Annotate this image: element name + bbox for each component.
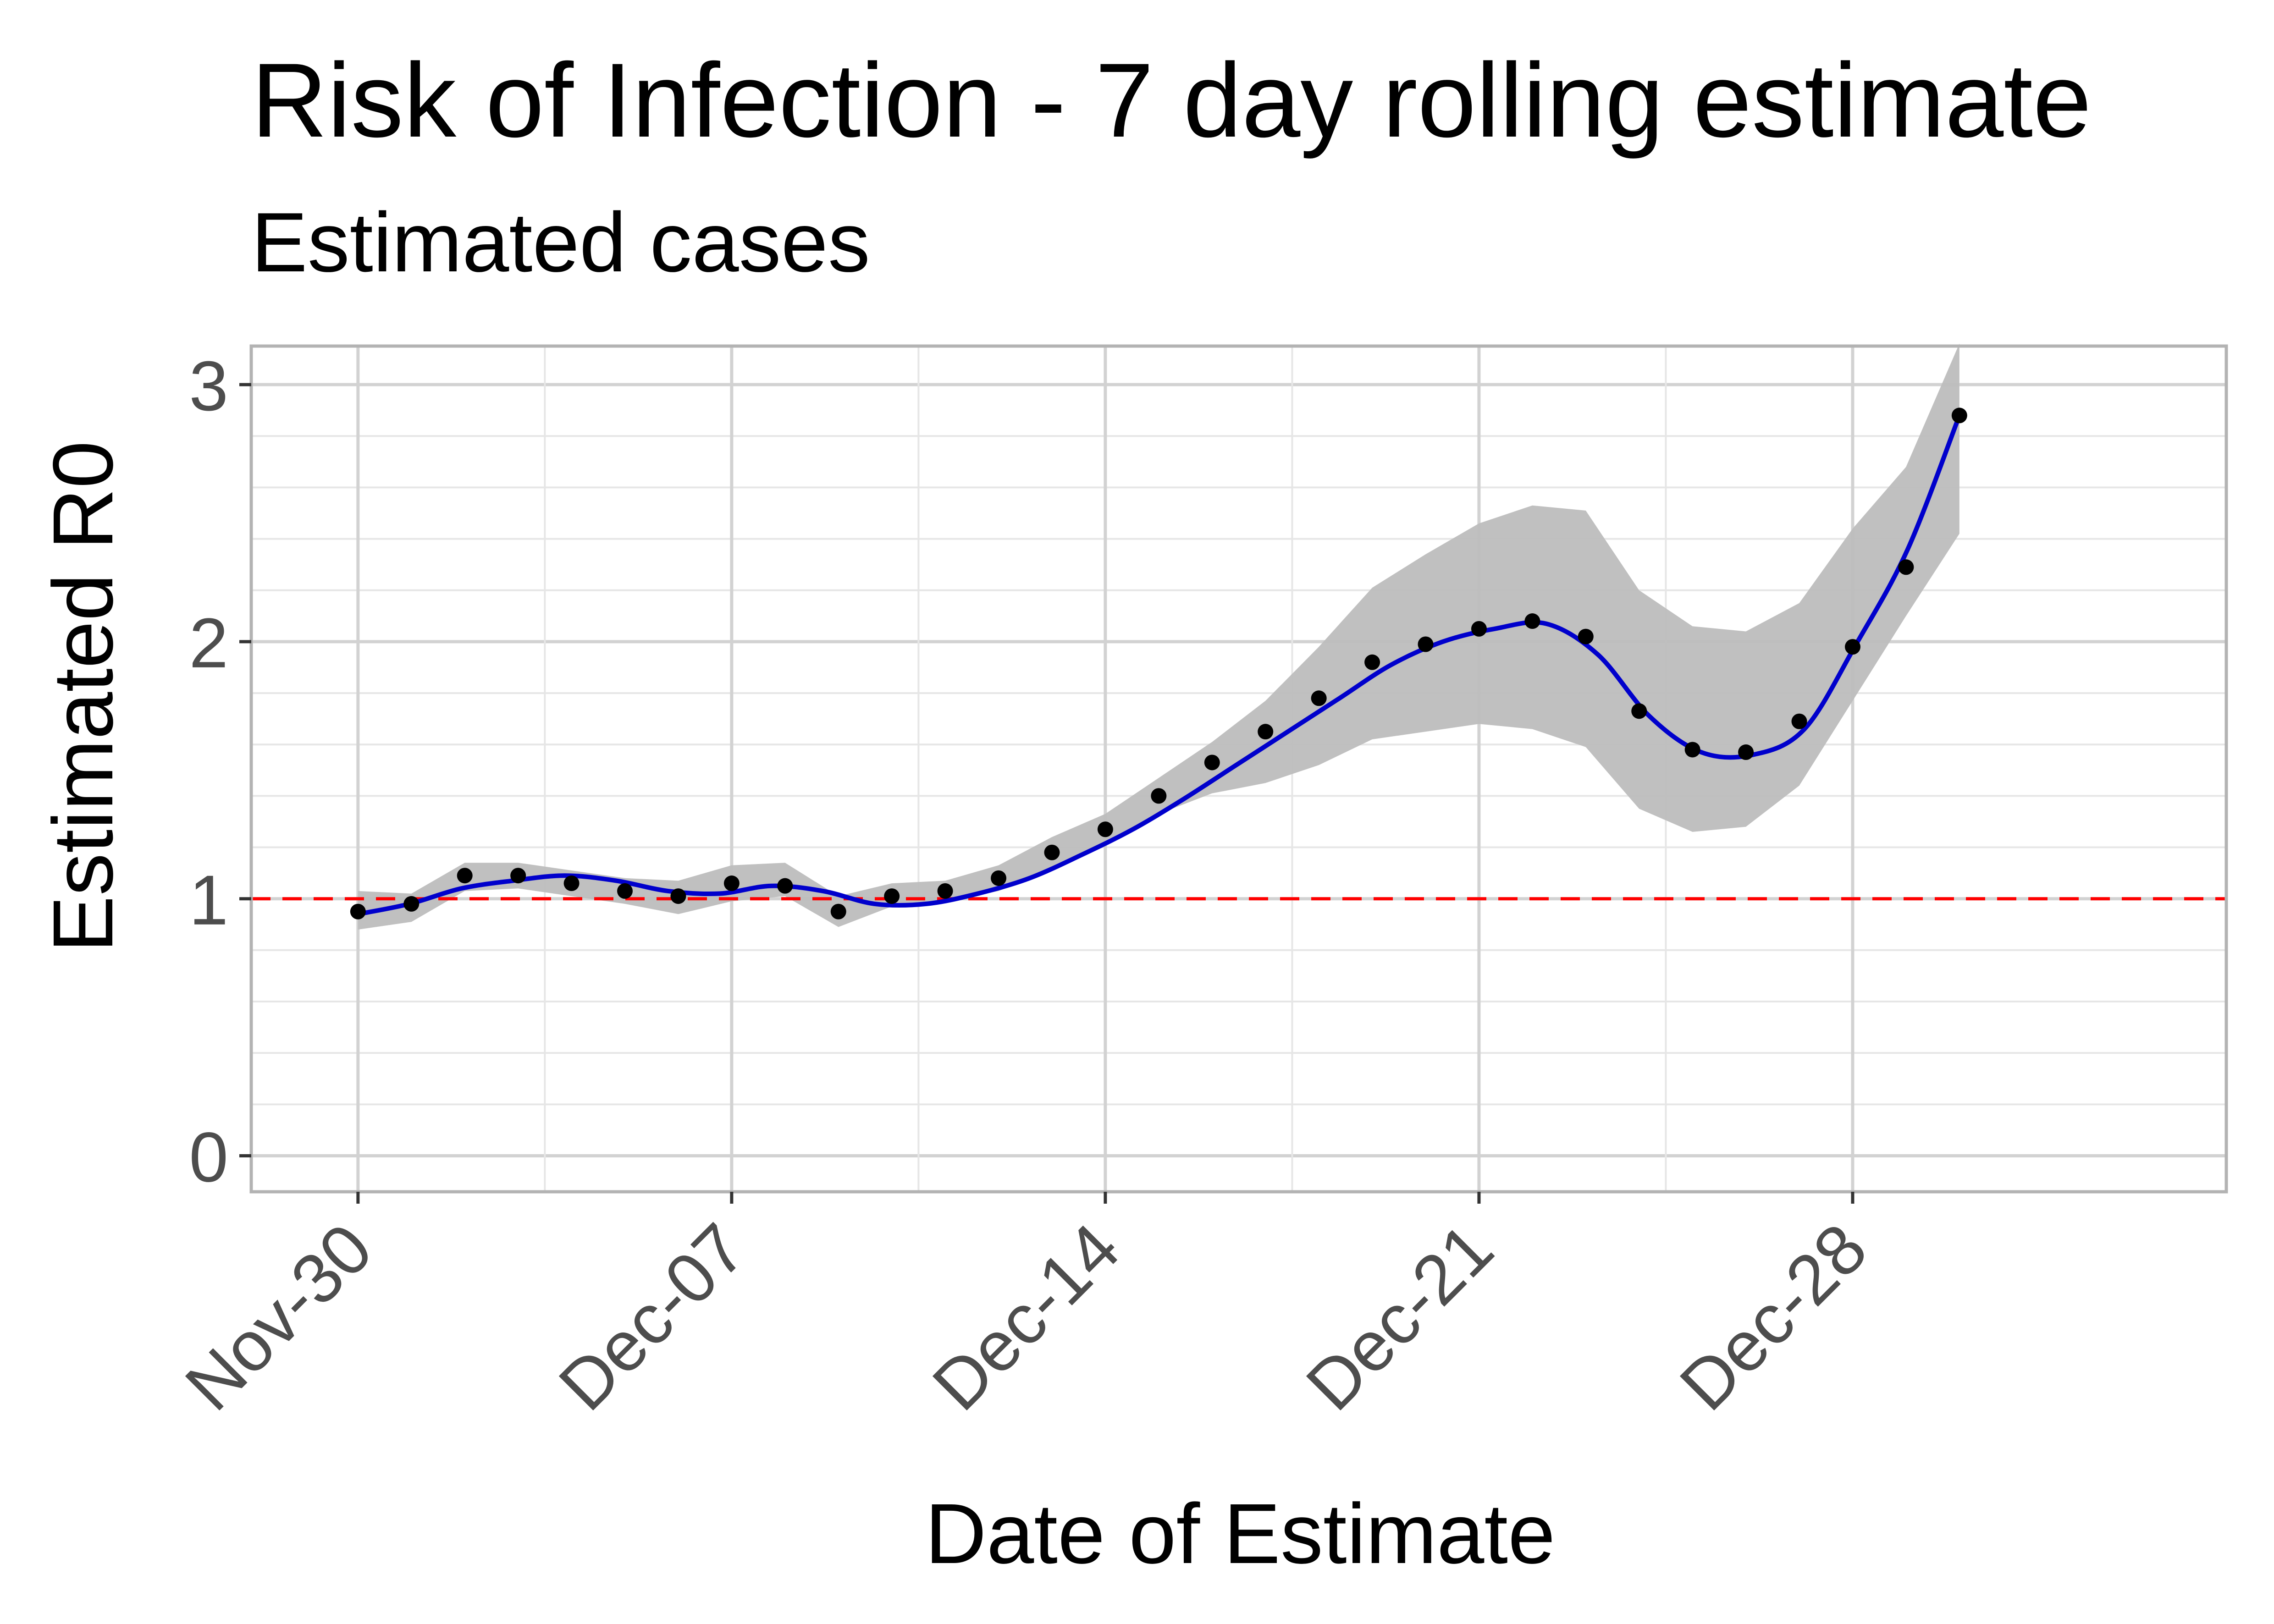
- data-point: [884, 888, 900, 904]
- data-point: [937, 883, 953, 899]
- data-point: [723, 875, 740, 892]
- y-axis-label: Estimated R0: [36, 441, 131, 952]
- data-point: [617, 883, 633, 899]
- data-point: [1471, 621, 1487, 637]
- data-point: [1204, 754, 1220, 771]
- data-point: [1791, 713, 1807, 729]
- chart-subtitle: Estimated cases: [251, 195, 870, 289]
- panel-border: [249, 344, 2228, 1194]
- data-point: [1898, 559, 1914, 575]
- y-tick-label: 2: [189, 604, 228, 683]
- data-point: [1044, 844, 1060, 860]
- data-point: [457, 868, 473, 884]
- y-tick-label: 1: [189, 861, 228, 940]
- data-point: [1097, 821, 1113, 837]
- data-point: [1364, 654, 1380, 670]
- data-point: [830, 903, 846, 919]
- data-point: [1844, 639, 1860, 655]
- data-point: [1258, 724, 1274, 740]
- data-point: [1631, 703, 1647, 719]
- data-points: [350, 407, 1967, 919]
- data-point: [1418, 636, 1434, 652]
- data-point: [403, 896, 419, 912]
- data-point: [670, 888, 686, 904]
- data-point: [1951, 407, 1967, 424]
- data-point: [1578, 628, 1594, 644]
- data-point: [1311, 690, 1327, 706]
- chart-title: Risk of Infection - 7 day rolling estima…: [251, 41, 2092, 159]
- data-point: [1738, 744, 1754, 760]
- data-point: [991, 870, 1007, 886]
- data-point: [510, 868, 526, 884]
- data-point: [350, 903, 366, 919]
- plot-panel: [249, 343, 2228, 1194]
- y-tick-label: 0: [189, 1118, 228, 1196]
- data-point: [1151, 788, 1167, 804]
- data-point: [563, 875, 580, 892]
- data-point: [777, 878, 793, 894]
- y-tick-label: 3: [189, 347, 228, 425]
- data-point: [1684, 742, 1700, 758]
- y-axis: 0 1 2 3: [189, 347, 251, 1196]
- x-axis-label: Date of Estimate: [925, 1486, 1556, 1581]
- data-point: [1524, 613, 1540, 629]
